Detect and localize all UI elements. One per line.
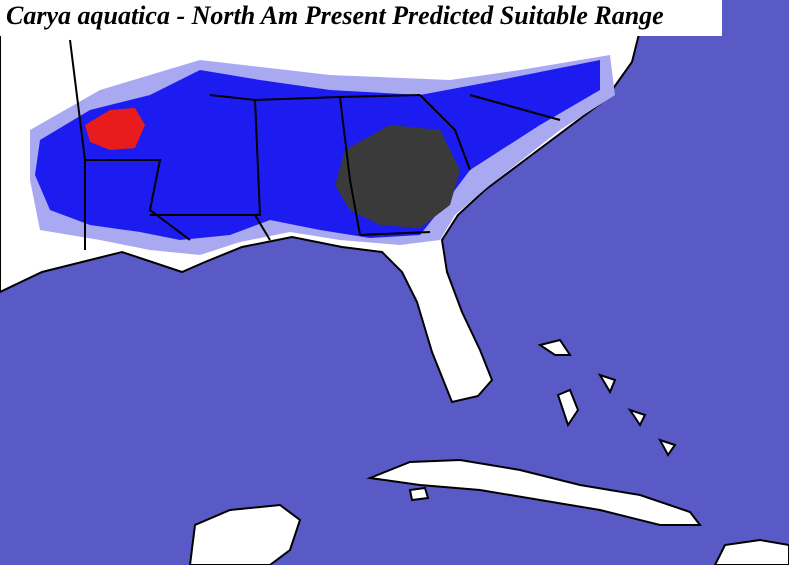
range-red <box>85 108 145 150</box>
range-blue <box>35 60 600 240</box>
cuba <box>366 458 703 526</box>
bahamas <box>408 338 677 502</box>
state-lines <box>69 39 561 250</box>
range-gray <box>335 125 460 228</box>
map-title: Carya aquatica - North Am Present Predic… <box>6 1 664 30</box>
hispaniola <box>713 538 789 565</box>
yucatan <box>188 503 302 565</box>
title-box <box>0 0 722 36</box>
